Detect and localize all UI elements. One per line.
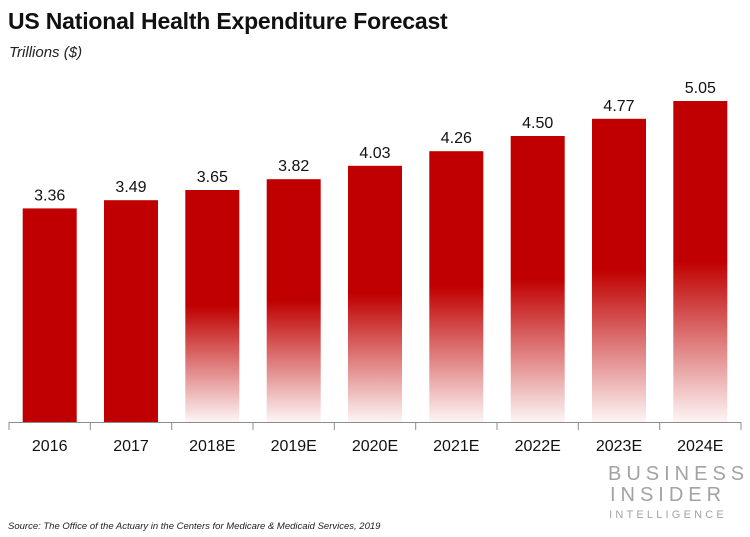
value-label-2024e: 5.05: [685, 80, 716, 97]
logo-line-intelligence: INTELLIGENCE: [609, 509, 727, 521]
logo-line-insider: INSIDER: [609, 484, 727, 506]
value-label-2022e: 4.50: [522, 115, 553, 132]
bar-2019e: [266, 179, 321, 422]
chart-subtitle: Trillions ($): [9, 44, 83, 61]
x-tick-label-2016: 2016: [32, 438, 68, 455]
bar-2022e: [510, 136, 565, 422]
bars-group: [22, 101, 728, 423]
source-note: Source: The Office of the Actuary in the…: [8, 521, 381, 532]
value-label-2016: 3.36: [34, 187, 65, 204]
bar-2020e: [348, 165, 402, 423]
bar-2017: [104, 200, 158, 422]
x-tick-label-2020e: 2020E: [352, 438, 398, 455]
bar-2024e: [673, 101, 728, 422]
x-tick-label-2017: 2017: [113, 438, 149, 455]
x-tick-label-2023e: 2023E: [596, 438, 642, 455]
bar-2021e: [429, 151, 484, 422]
bar-2016: [22, 208, 77, 422]
x-tick-label-2024e: 2024E: [677, 438, 723, 455]
value-label-2017: 3.49: [115, 179, 146, 196]
value-label-2021e: 4.26: [441, 130, 472, 147]
value-labels-group: 3.36 3.49 3.65 3.82 4.03 4.26 4.50 4.77 5.05: [34, 80, 716, 204]
value-label-2018e: 3.65: [197, 169, 228, 186]
x-tick-label-2021e: 2021E: [433, 438, 479, 455]
x-axis: 2016 2017 2018E 2019E 2020E 2021E 2022E 2023E 20…: [8, 422, 742, 455]
business-insider-intelligence-logo: BUSINESS INSIDER INTELLIGENCE: [608, 463, 750, 523]
x-tick-label-2019e: 2019E: [271, 438, 317, 455]
value-label-2020e: 4.03: [359, 145, 390, 162]
value-label-2023e: 4.77: [603, 98, 634, 115]
chart-title: US National Health Expenditure Forecast: [8, 8, 448, 34]
value-label-2019e: 3.82: [278, 158, 309, 175]
bar-2018e: [185, 190, 240, 422]
logo-line-business: BUSINESS: [608, 463, 750, 485]
x-tick-label-2018e: 2018E: [189, 438, 235, 455]
x-tick-label-2022e: 2022E: [515, 438, 561, 455]
bar-2023e: [592, 118, 646, 423]
